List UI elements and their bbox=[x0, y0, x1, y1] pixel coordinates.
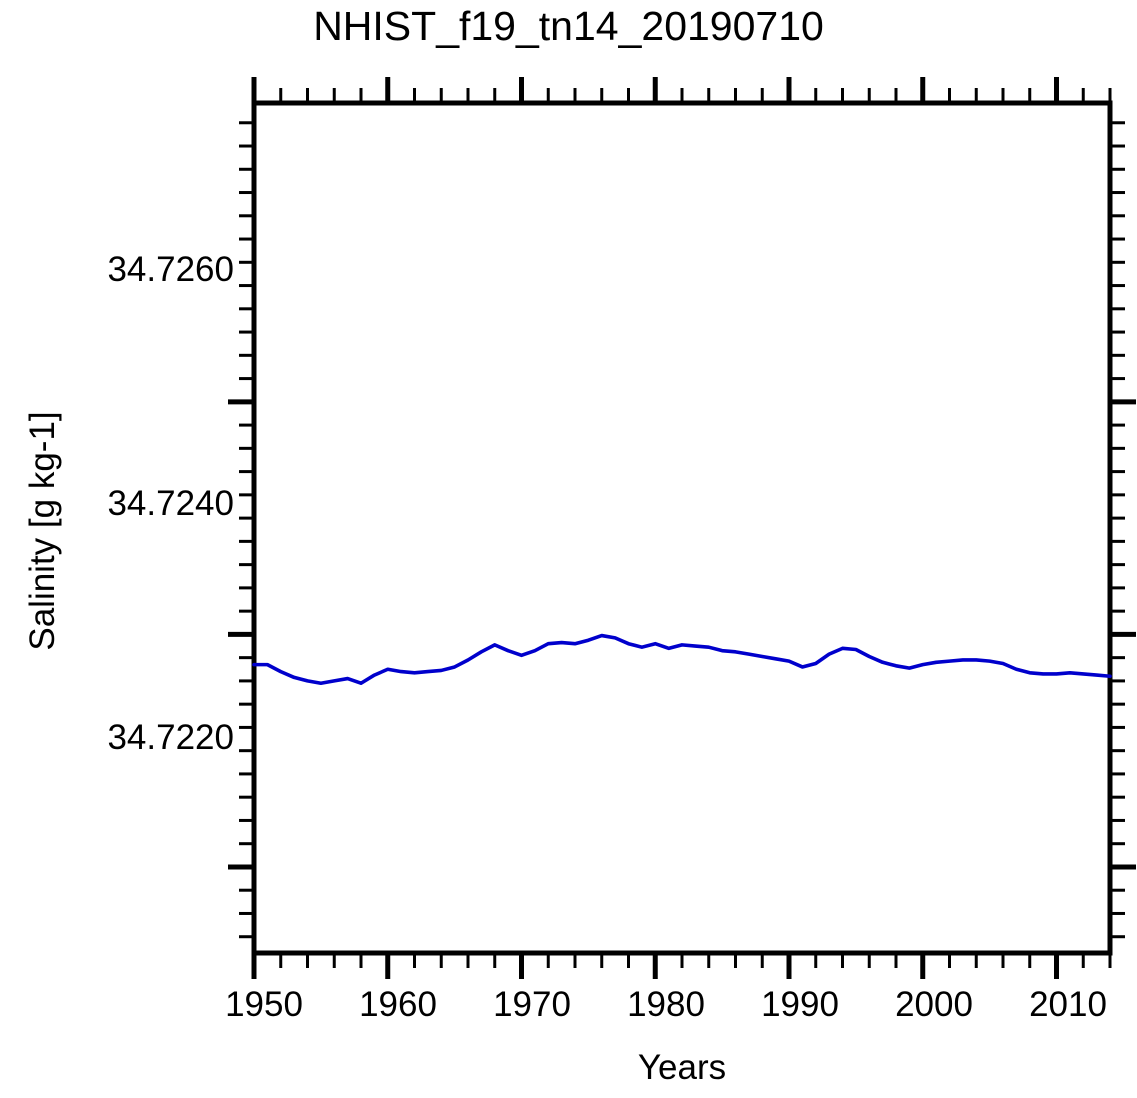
y-tick-label: 34.7240 bbox=[107, 484, 234, 523]
x-tick-label: 1960 bbox=[359, 985, 437, 1024]
tick-marks bbox=[228, 77, 1136, 979]
x-tick-label: 2010 bbox=[1029, 985, 1107, 1024]
x-tick-label: 1990 bbox=[761, 985, 839, 1024]
page-title: NHIST_f19_tn14_20190710 bbox=[313, 3, 824, 49]
plot-frame bbox=[251, 100, 1113, 956]
x-tick-label: 2000 bbox=[895, 985, 973, 1024]
y-tick-label: 34.7220 bbox=[107, 718, 234, 757]
x-tick-label: 1970 bbox=[493, 985, 571, 1024]
data-series-salinity bbox=[252, 633, 1112, 686]
x-tick-label: 1950 bbox=[225, 985, 303, 1024]
x-axis-title: Years bbox=[637, 1048, 727, 1087]
y-tick-label: 34.7260 bbox=[107, 250, 234, 289]
x-tick-label: 1980 bbox=[627, 985, 705, 1024]
